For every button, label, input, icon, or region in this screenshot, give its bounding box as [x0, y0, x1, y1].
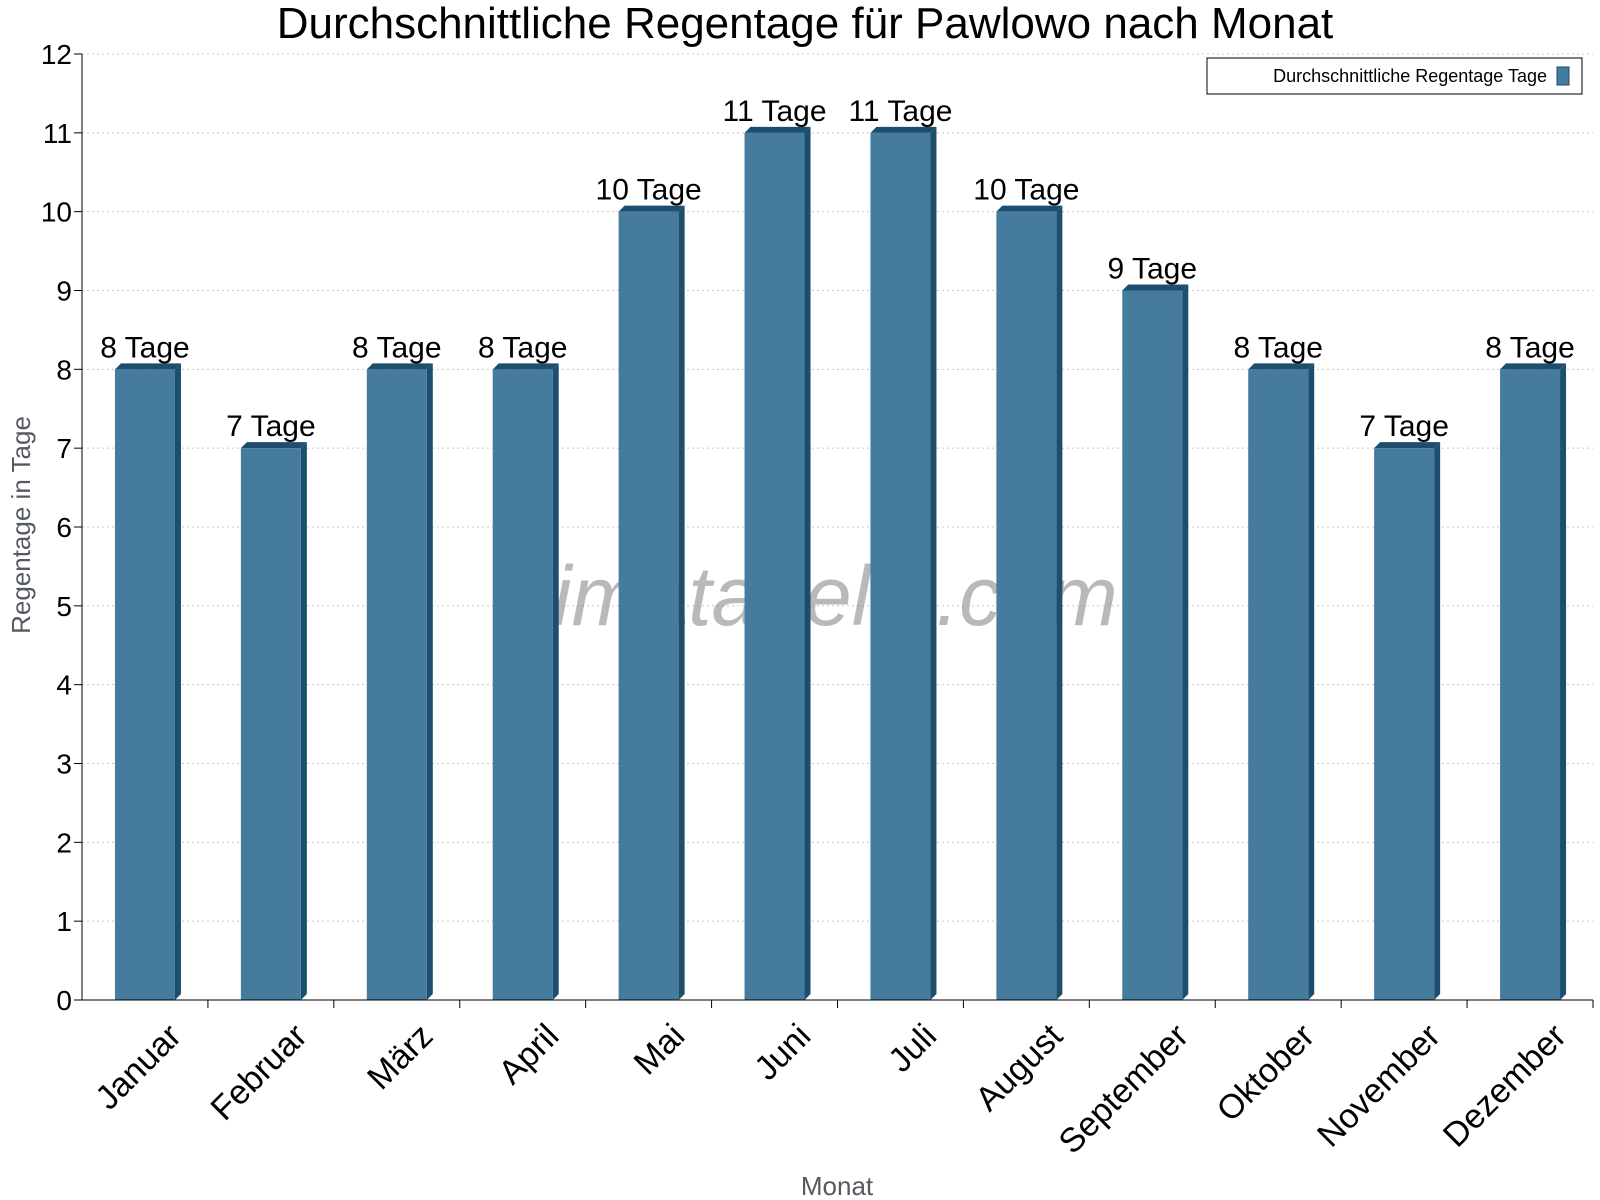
- bar-2: [366, 369, 427, 1000]
- bar-top-8: [1122, 284, 1189, 291]
- bar-4: [618, 211, 679, 1000]
- bar-side-6: [930, 126, 937, 1001]
- bar-6: [870, 132, 931, 1001]
- data-label-10: 7 Tage: [1359, 410, 1449, 443]
- bar-1: [240, 448, 301, 1001]
- y-tick-label-12: 12: [41, 39, 72, 70]
- data-label-2: 8 Tage: [352, 331, 442, 364]
- y-tick-label-11: 11: [43, 118, 72, 149]
- bar-top-7: [996, 205, 1063, 212]
- legend: Durchschnittliche Regentage Tage: [1206, 57, 1583, 95]
- y-tick-label-6: 6: [56, 512, 72, 543]
- axes: [74, 53, 1594, 1008]
- bar-10: [1374, 448, 1435, 1001]
- bar-side-3: [552, 363, 559, 1000]
- x-tick-label-5: Juni: [747, 1017, 818, 1088]
- bar-side-8: [1182, 284, 1189, 1000]
- bar-11: [1500, 369, 1561, 1000]
- bar-side-11: [1560, 363, 1567, 1000]
- bar-side-10: [1434, 442, 1441, 1001]
- bar-top-9: [1248, 363, 1315, 370]
- y-axis-title: Regentage in Tage: [6, 416, 36, 634]
- bar-side-5: [804, 126, 811, 1001]
- x-tick-label-11: Dezember: [1436, 1017, 1574, 1155]
- data-label-1: 7 Tage: [226, 410, 316, 443]
- x-axis-title: Monat: [801, 1171, 874, 1200]
- y-tick-label-1: 1: [56, 906, 72, 937]
- bar-5: [744, 132, 805, 1001]
- data-label-8: 9 Tage: [1108, 253, 1198, 286]
- bar-side-7: [1056, 205, 1063, 1000]
- x-tick-label-1: Februar: [204, 1017, 315, 1128]
- bar-top-10: [1374, 442, 1441, 449]
- x-tick-label-8: September: [1051, 1017, 1195, 1161]
- bar-top-5: [744, 126, 811, 133]
- data-label-3: 8 Tage: [478, 331, 568, 364]
- bars: [114, 126, 1567, 1001]
- data-label-4: 10 Tage: [596, 174, 702, 207]
- legend-swatch: [1556, 66, 1570, 86]
- data-label-7: 10 Tage: [973, 174, 1079, 207]
- x-tick-label-3: April: [491, 1017, 566, 1092]
- data-label-6: 11 Tage: [848, 95, 952, 128]
- bar-side-1: [300, 442, 307, 1001]
- x-tick-label-4: Mai: [627, 1017, 693, 1083]
- y-tick-label-7: 7: [56, 433, 72, 464]
- x-tick-labels: Januar Februar März April Mai Juni Juli AugustS…: [88, 1016, 1573, 1161]
- bar-9: [1248, 369, 1309, 1000]
- y-tick-label-2: 2: [56, 827, 72, 858]
- data-label-9: 8 Tage: [1233, 331, 1323, 364]
- grid-lines: [82, 53, 1593, 922]
- x-tick-label-2: März: [360, 1017, 440, 1097]
- bar-8: [1122, 290, 1183, 1000]
- bar-top-2: [366, 363, 433, 370]
- bar-top-4: [618, 205, 685, 212]
- x-tick-label-10: November: [1310, 1017, 1448, 1155]
- x-tick-label-9: Oktober: [1209, 1017, 1321, 1129]
- data-label-11: 8 Tage: [1485, 331, 1575, 364]
- y-tick-label-9: 9: [56, 276, 72, 307]
- bar-top-6: [870, 126, 937, 133]
- x-tick-label-6: Juli: [881, 1017, 944, 1080]
- y-tick-label-3: 3: [56, 749, 72, 780]
- bar-side-0: [174, 363, 181, 1000]
- data-label-0: 8 Tage: [100, 331, 190, 364]
- y-tick-label-10: 10: [41, 197, 72, 228]
- bar-top-3: [492, 363, 559, 370]
- bar-top-11: [1500, 363, 1567, 370]
- bar-0: [114, 369, 175, 1000]
- y-tick-label-5: 5: [56, 591, 72, 622]
- y-tick-label-0: 0: [56, 985, 72, 1016]
- bar-top-1: [240, 442, 307, 449]
- y-tick-label-8: 8: [56, 354, 72, 385]
- legend-label: Durchschnittliche Regentage Tage: [1273, 66, 1547, 86]
- y-tick-label-4: 4: [56, 670, 72, 701]
- bar-side-2: [426, 363, 433, 1000]
- data-label-5: 11 Tage: [723, 95, 827, 128]
- x-tick-label-7: August: [968, 1016, 1070, 1118]
- bar-top-0: [114, 363, 181, 370]
- legend-box: [1206, 57, 1583, 95]
- x-tick-label-0: Januar: [88, 1017, 188, 1117]
- bar-7: [996, 211, 1057, 1000]
- bar-3: [492, 369, 553, 1000]
- chart-title: Durchschnittliche Regentage für Pawlowo …: [277, 0, 1334, 48]
- bar-side-4: [678, 205, 685, 1000]
- data-labels: 8 Tage 7 Tage 8 Tage 8 Tage 10 Tage 11 Tage 11…: [100, 95, 1575, 443]
- bar-side-9: [1308, 363, 1315, 1000]
